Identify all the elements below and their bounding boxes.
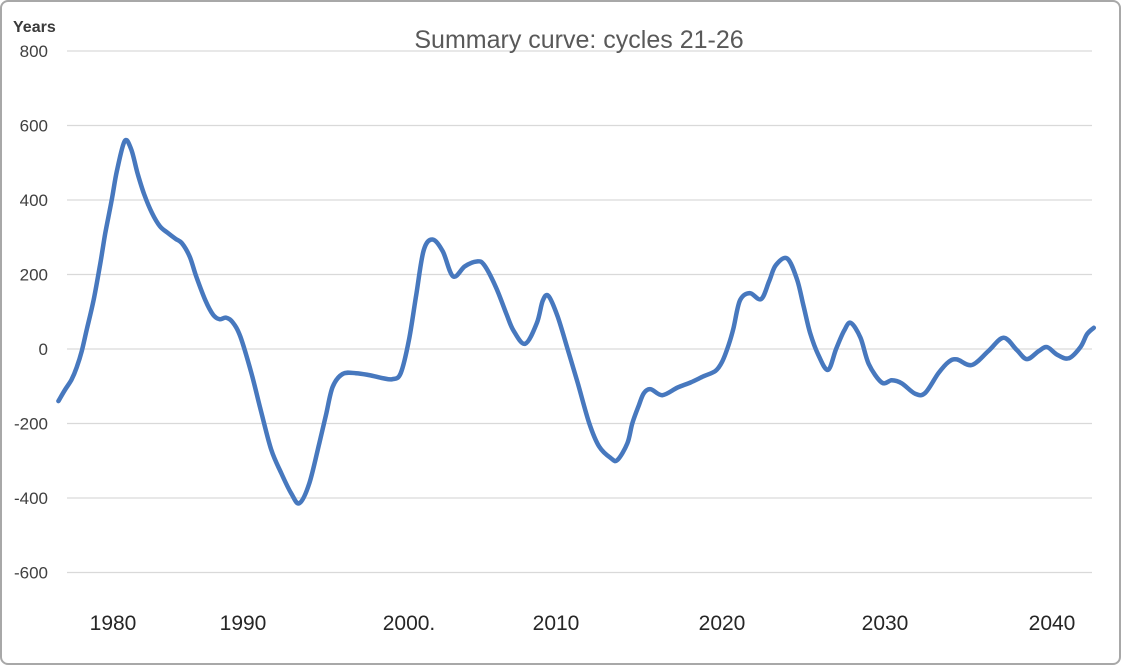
x-tick-label: 1980 xyxy=(90,612,137,635)
x-axis-tick-labels: 1980 1990 2000. 2010 2020 2030 2040 xyxy=(90,612,1076,635)
x-tick-label: 2020 xyxy=(699,612,746,635)
y-tick-label: 200 xyxy=(20,266,48,285)
y-axis-tick-labels: 800 600 400 200 0 -200 -400 -600 xyxy=(14,42,48,583)
y-tick-label: -600 xyxy=(14,564,48,583)
y-axis-title: Years xyxy=(13,19,56,36)
y-tick-label: -400 xyxy=(14,489,48,508)
chart-title: Summary curve: cycles 21-26 xyxy=(414,26,743,54)
x-tick-label: 1990 xyxy=(220,612,267,635)
series-line-summary-curve xyxy=(56,137,1097,506)
x-tick-label: 2000. xyxy=(383,612,436,635)
y-tick-label: 400 xyxy=(20,191,48,210)
gridlines xyxy=(67,50,1092,574)
y-tick-label: 600 xyxy=(20,117,48,136)
y-tick-label: 0 xyxy=(39,340,48,359)
y-tick-label: 800 xyxy=(20,42,48,61)
y-tick-label: -200 xyxy=(14,415,48,434)
x-tick-label: 2030 xyxy=(862,612,909,635)
x-tick-label: 2010 xyxy=(533,612,580,635)
x-tick-label: 2040 xyxy=(1029,612,1076,635)
